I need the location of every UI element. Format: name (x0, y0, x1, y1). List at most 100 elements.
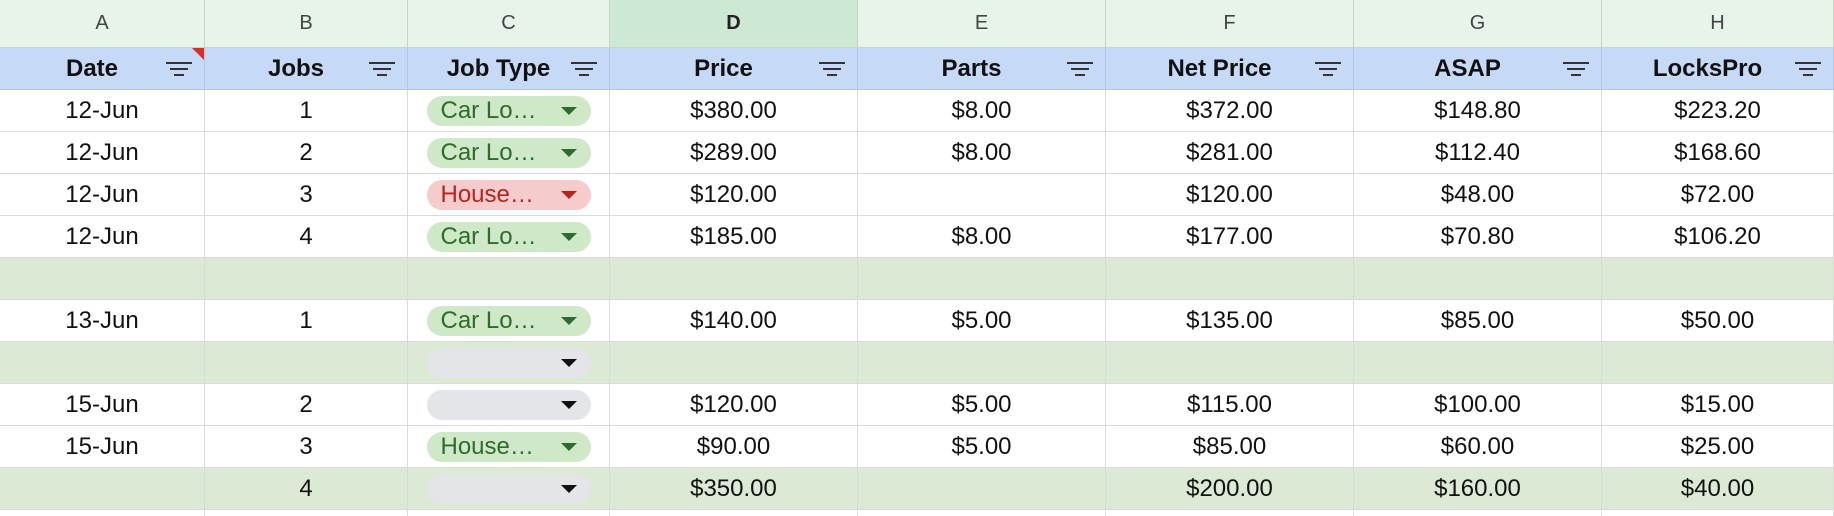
filter-icon[interactable] (1315, 62, 1341, 80)
cell-jobs[interactable]: 1 (205, 300, 408, 342)
column-letter-d[interactable]: D (610, 0, 858, 48)
cell-parts[interactable] (858, 342, 1106, 384)
cell-parts[interactable] (858, 468, 1106, 510)
cell-lockspro[interactable] (1602, 258, 1834, 300)
column-letter-g[interactable]: G (1354, 0, 1602, 48)
cell-date[interactable]: 13-Jun (0, 300, 205, 342)
filter-icon[interactable] (1563, 62, 1589, 80)
cell-price[interactable]: $120.00 (610, 174, 858, 216)
cell-job-type[interactable]: House… (408, 426, 610, 468)
cell-price[interactable] (610, 342, 858, 384)
cell-date[interactable]: 15-Jun (0, 384, 205, 426)
cell-jobs[interactable]: 4 (205, 216, 408, 258)
cell-net-price[interactable] (1106, 258, 1354, 300)
header-cell-price[interactable]: Price (610, 48, 858, 90)
cell-net-price[interactable]: $115.00 (1106, 384, 1354, 426)
cell-asap[interactable]: $85.00 (1354, 300, 1602, 342)
cell-asap[interactable]: $48.00 (1354, 174, 1602, 216)
cell-parts[interactable] (858, 510, 1106, 516)
cell-price[interactable]: $289.00 (610, 132, 858, 174)
cell-jobs[interactable]: 2 (205, 132, 408, 174)
cell-net-price[interactable]: $135.00 (1106, 300, 1354, 342)
cell-lockspro[interactable] (1602, 510, 1834, 516)
cell-lockspro[interactable]: $15.00 (1602, 384, 1834, 426)
cell-jobs[interactable] (205, 342, 408, 384)
cell-asap[interactable]: $112.40 (1354, 132, 1602, 174)
cell-price[interactable]: $380.00 (610, 90, 858, 132)
cell-parts[interactable]: $8.00 (858, 132, 1106, 174)
cell-jobs[interactable]: 2 (205, 384, 408, 426)
cell-price[interactable] (610, 510, 858, 516)
cell-parts[interactable]: $5.00 (858, 384, 1106, 426)
cell-jobs[interactable] (205, 258, 408, 300)
cell-jobs[interactable] (205, 510, 408, 516)
job-type-dropdown-chip[interactable]: Car Lo… (426, 95, 591, 126)
cell-job-type[interactable]: . (408, 468, 610, 510)
chevron-down-icon[interactable] (560, 106, 577, 115)
cell-net-price[interactable]: $177.00 (1106, 216, 1354, 258)
cell-date[interactable]: 12-Jun (0, 132, 205, 174)
header-cell-parts[interactable]: Parts (858, 48, 1106, 90)
cell-asap[interactable]: $70.80 (1354, 216, 1602, 258)
cell-job-type[interactable]: Car Lo… (408, 300, 610, 342)
chevron-down-icon[interactable] (560, 442, 577, 451)
cell-net-price[interactable]: $281.00 (1106, 132, 1354, 174)
cell-price[interactable]: $90.00 (610, 426, 858, 468)
cell-lockspro[interactable]: $40.00 (1602, 468, 1834, 510)
job-type-dropdown-chip[interactable]: Car Lo… (426, 137, 591, 168)
filter-icon[interactable] (571, 62, 597, 80)
filter-icon[interactable] (166, 62, 192, 80)
filter-icon[interactable] (369, 62, 395, 80)
cell-lockspro[interactable]: $223.20 (1602, 90, 1834, 132)
chevron-down-icon[interactable] (560, 232, 577, 241)
cell-asap[interactable]: $100.00 (1354, 384, 1602, 426)
cell-net-price[interactable] (1106, 342, 1354, 384)
cell-asap[interactable] (1354, 342, 1602, 384)
column-letter-b[interactable]: B (205, 0, 408, 48)
cell-lockspro[interactable]: $72.00 (1602, 174, 1834, 216)
cell-job-type[interactable]: Car Lo… (408, 132, 610, 174)
cell-asap[interactable]: $60.00 (1354, 426, 1602, 468)
cell-lockspro[interactable]: $50.00 (1602, 300, 1834, 342)
job-type-dropdown-chip[interactable]: . (426, 473, 591, 504)
cell-price[interactable]: $140.00 (610, 300, 858, 342)
cell-job-type[interactable]: House… (408, 174, 610, 216)
header-cell-net-price[interactable]: Net Price (1106, 48, 1354, 90)
cell-net-price[interactable]: $200.00 (1106, 468, 1354, 510)
chevron-down-icon[interactable] (560, 148, 577, 157)
cell-date[interactable] (0, 468, 205, 510)
cell-asap[interactable]: $148.80 (1354, 90, 1602, 132)
cell-date[interactable]: 12-Jun (0, 174, 205, 216)
header-cell-asap[interactable]: ASAP (1354, 48, 1602, 90)
cell-net-price[interactable] (1106, 510, 1354, 516)
cell-asap[interactable] (1354, 510, 1602, 516)
chevron-down-icon[interactable] (560, 190, 577, 199)
cell-lockspro[interactable] (1602, 342, 1834, 384)
header-cell-jobs[interactable]: Jobs (205, 48, 408, 90)
cell-parts[interactable]: $5.00 (858, 426, 1106, 468)
header-cell-lockspro[interactable]: LocksPro (1602, 48, 1834, 90)
cell-price[interactable]: $350.00 (610, 468, 858, 510)
column-letter-f[interactable]: F (1106, 0, 1354, 48)
column-letter-a[interactable]: A (0, 0, 205, 48)
cell-jobs[interactable]: 1 (205, 90, 408, 132)
job-type-dropdown-chip[interactable]: . (426, 347, 591, 378)
filter-icon[interactable] (1795, 62, 1821, 80)
cell-price[interactable] (610, 258, 858, 300)
cell-parts[interactable]: $8.00 (858, 90, 1106, 132)
cell-jobs[interactable]: 4 (205, 468, 408, 510)
cell-date[interactable] (0, 510, 205, 516)
cell-net-price[interactable]: $372.00 (1106, 90, 1354, 132)
cell-jobs[interactable]: 3 (205, 174, 408, 216)
job-type-dropdown-chip[interactable]: Car Lo… (426, 221, 591, 252)
job-type-dropdown-chip[interactable]: Car Lo… (426, 305, 591, 336)
cell-asap[interactable] (1354, 258, 1602, 300)
cell-net-price[interactable]: $85.00 (1106, 426, 1354, 468)
column-letter-e[interactable]: E (858, 0, 1106, 48)
job-type-dropdown-chip[interactable]: . (426, 389, 591, 420)
column-letter-h[interactable]: H (1602, 0, 1834, 48)
chevron-down-icon[interactable] (560, 484, 577, 493)
cell-date[interactable] (0, 342, 205, 384)
cell-price[interactable]: $185.00 (610, 216, 858, 258)
cell-date[interactable]: 15-Jun (0, 426, 205, 468)
